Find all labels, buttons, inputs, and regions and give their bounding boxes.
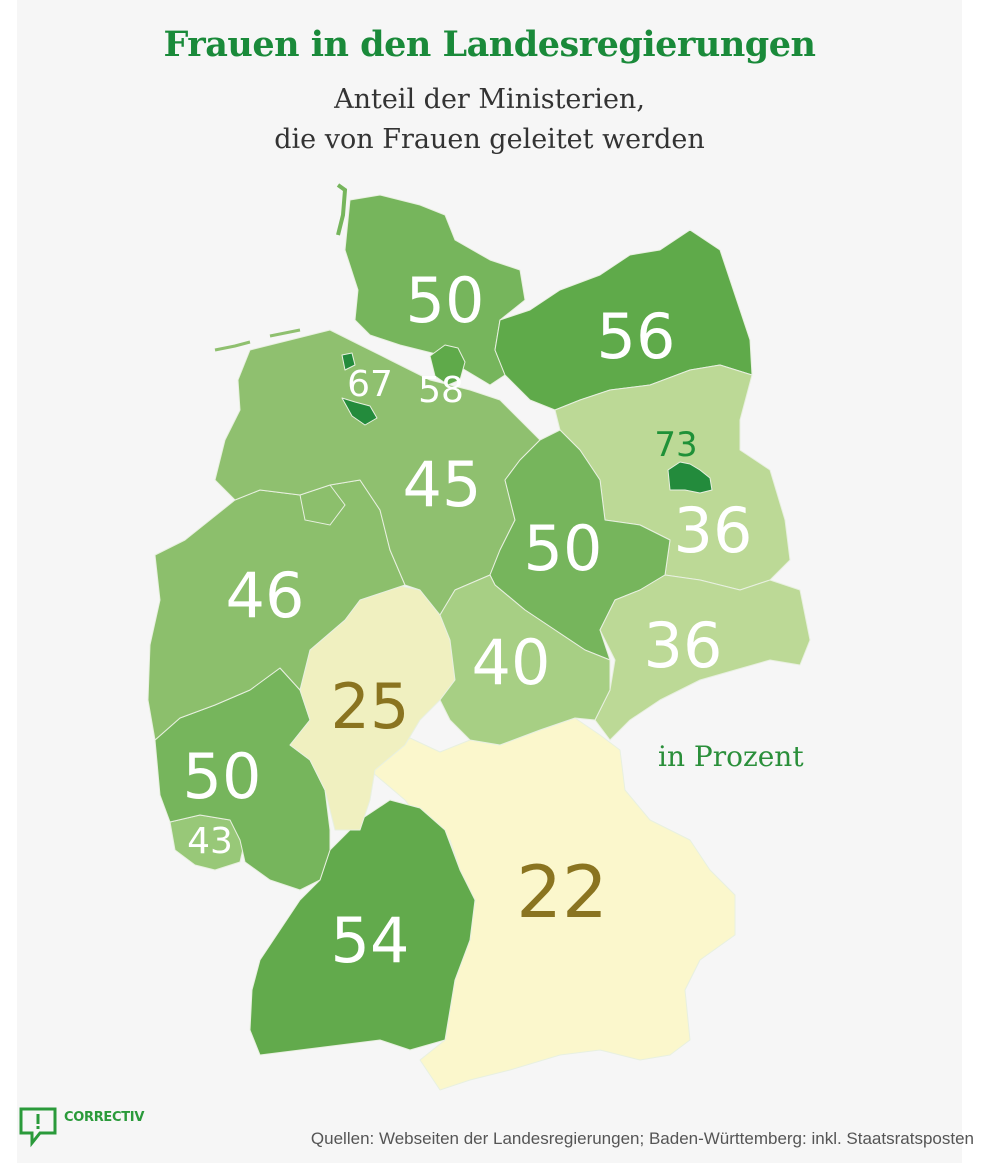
frisian-islands (214, 328, 301, 352)
value-label-baden-wuerttemberg: 54 (331, 904, 410, 977)
sylt-island (336, 183, 348, 236)
value-label-thueringen: 40 (472, 626, 551, 699)
logo-text: CORRECTIV (64, 1110, 145, 1125)
value-label-sachsen: 36 (644, 609, 723, 682)
state-bremen[interactable] (341, 352, 378, 426)
value-label-bayern: 22 (516, 850, 608, 934)
value-label-berlin: 73 (654, 425, 697, 465)
header: Frauen in den Landesregierungen Anteil d… (17, 0, 962, 1163)
source-note: Quellen: Webseiten der Landesregierungen… (310, 1129, 974, 1148)
state-hamburg[interactable] (429, 344, 466, 386)
state-sachsen[interactable] (594, 574, 811, 741)
value-label-mecklenburg-vorpommern: 56 (597, 300, 676, 373)
page-title: Frauen in den Landesregierungen (163, 24, 816, 65)
state-thueringen[interactable] (439, 574, 611, 746)
speech-bubble-icon (19, 1107, 57, 1148)
value-label-niedersachsen: 45 (403, 448, 482, 521)
value-label-hamburg: 58 (418, 370, 464, 411)
value-label-hessen: 25 (331, 670, 410, 743)
value-label-saarland: 43 (187, 821, 233, 862)
correctiv-logo[interactable]: CORRECTIV (18, 1106, 144, 1148)
unit-legend: in Prozent (658, 740, 804, 773)
border-detail (299, 484, 346, 526)
value-label-schleswig-holstein: 50 (406, 264, 485, 337)
value-label-bremen: 67 (347, 364, 393, 405)
state-baden-wuerttemberg[interactable] (249, 799, 476, 1056)
value-label-sachsen-anhalt: 50 (524, 512, 603, 585)
subtitle-line-2: die von Frauen geleitet werden (274, 124, 705, 155)
value-label-rheinland-pfalz: 50 (183, 740, 262, 813)
value-label-brandenburg: 36 (674, 494, 753, 567)
subtitle-line-1: Anteil der Ministerien, (334, 84, 645, 115)
state-berlin[interactable] (667, 461, 713, 494)
value-label-nordrhein-westfalen: 46 (226, 559, 305, 632)
state-mecklenburg-vorpommern[interactable] (494, 229, 753, 411)
